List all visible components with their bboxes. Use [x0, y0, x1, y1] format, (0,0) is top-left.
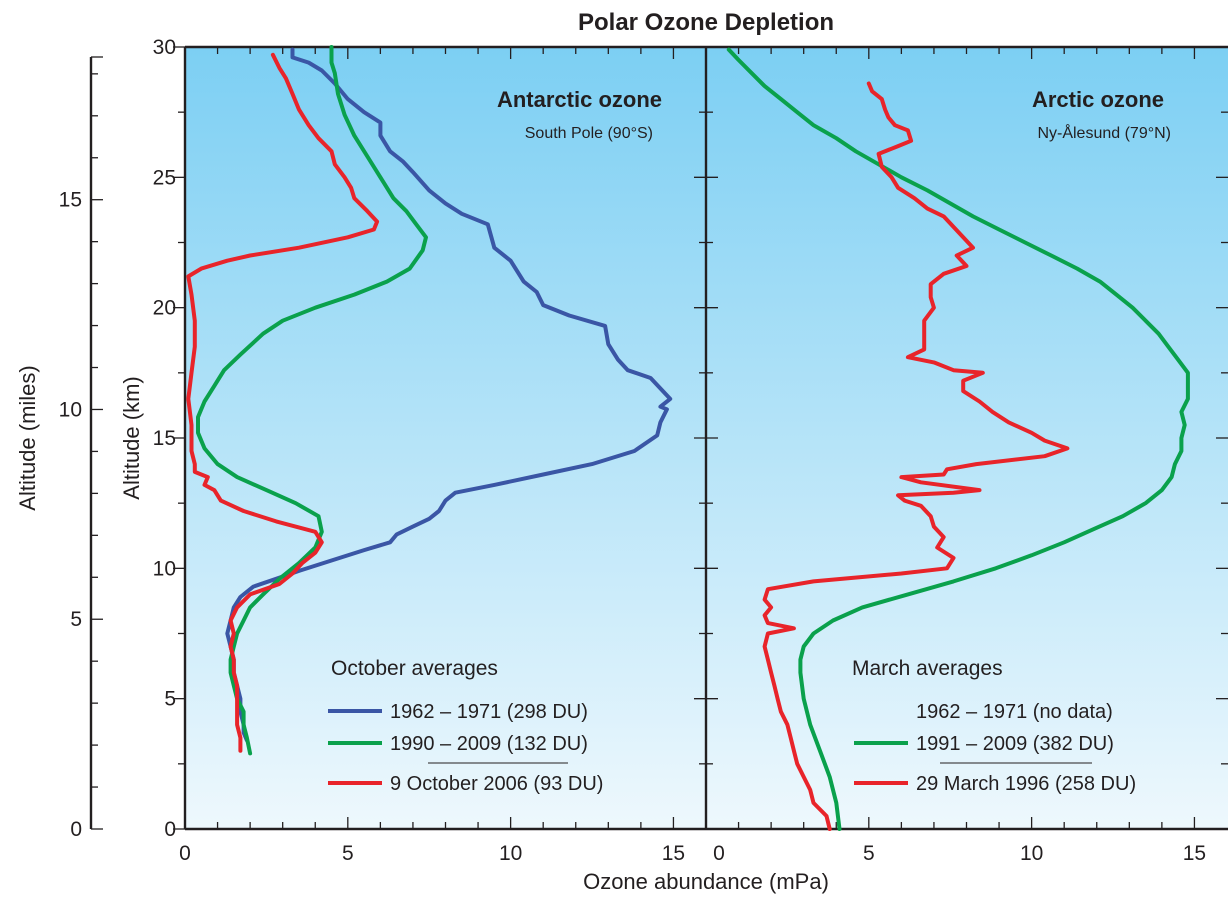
x-axis-title: Ozone abundance (mPa) — [583, 869, 829, 894]
arctic-legend-title: March averages — [852, 657, 1003, 680]
antarctic-legend: October averages 1962 – 1971 (298 DU) 19… — [328, 657, 603, 795]
antarctic-legend-title: October averages — [331, 657, 498, 680]
legend-label-no-data: 1962 – 1971 (no data) — [916, 701, 1113, 723]
arctic-panel-subtitle: Ny-Ålesund (79°N) — [1037, 123, 1171, 142]
series-line-0-1 — [196, 45, 428, 756]
arctic-legend: March averages 1962 – 1971 (no data) 199… — [852, 657, 1136, 795]
legend-label-1996: 29 March 1996 (258 DU) — [916, 773, 1136, 795]
legend-label-2006: 9 October 2006 (93 DU) — [390, 773, 603, 795]
x-tick-label: 10 — [499, 842, 522, 865]
y-tick-label: 10 — [153, 557, 176, 580]
antarctic-panel-subtitle: South Pole (90°S) — [525, 125, 653, 142]
miles-tick-label: 0 — [70, 818, 82, 841]
y-tick-label: 5 — [164, 688, 176, 711]
series-line-0-2 — [186, 52, 380, 753]
y-tick-label: 20 — [153, 297, 176, 320]
miles-tick-label: 10 — [59, 398, 82, 421]
arctic-panel-title: Arctic ozone — [1032, 87, 1164, 112]
y-axis-title-km: Altitude (km) — [119, 376, 144, 499]
data-series — [186, 45, 1190, 831]
legend-label-1962-1971: 1962 – 1971 (298 DU) — [390, 701, 588, 723]
series-line-1-1 — [762, 81, 1070, 831]
y-tick-label: 0 — [164, 818, 176, 841]
chart-title: Polar Ozone Depletion — [578, 9, 834, 36]
x-tick-label: 15 — [1183, 842, 1206, 865]
x-tick-label: 10 — [1020, 842, 1043, 865]
series-line-1-0 — [726, 47, 1190, 831]
y-tick-label: 30 — [153, 36, 176, 59]
x-tick-label: 0 — [713, 842, 725, 865]
y-tick-label: 15 — [153, 427, 176, 450]
x-tick-label: 15 — [662, 842, 685, 865]
y-axis-title-miles: Altitude (miles) — [15, 365, 40, 510]
legend-label-1990-2009: 1990 – 2009 (132 DU) — [390, 733, 588, 755]
x-tick-label: 0 — [179, 842, 191, 865]
axis-ticks: 0 5 10 15 20 25 30 0 5 10 15 0 5 10 15 5 10 15 0 — [59, 36, 1228, 865]
y-tick-label: 25 — [153, 166, 176, 189]
x-tick-label: 5 — [342, 842, 354, 865]
legend-label-1991-2009: 1991 – 2009 (382 DU) — [916, 733, 1114, 755]
miles-tick-label: 15 — [59, 189, 82, 212]
x-tick-label: 5 — [863, 842, 875, 865]
miles-tick-label: 5 — [70, 608, 82, 631]
antarctic-panel-title: Antarctic ozone — [497, 87, 662, 112]
